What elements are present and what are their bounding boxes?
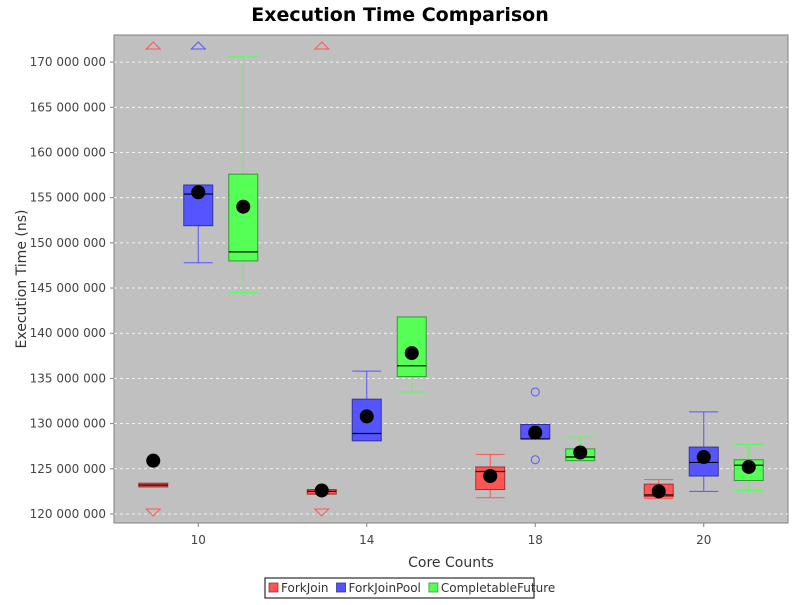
x-axis: 10 14 18 20 [191,523,711,547]
legend-swatch [268,582,279,593]
x-axis-label: Core Counts [408,555,494,571]
x-tick-label: 20 [696,533,711,547]
mean-marker [236,199,251,214]
mean-marker [483,469,498,484]
box-ForkJoin-14 [306,41,337,517]
y-tick-label: 130 000 000 [30,417,106,431]
y-axis: 120 000 000 125 000 000 130 000 000 135 000… [30,55,114,521]
mean-marker [573,445,588,460]
x-tick-label: 10 [191,533,206,547]
mean-marker [191,185,206,200]
legend-swatch [336,582,346,593]
legend-label: ForkJoinPool [349,581,421,595]
mean-marker [651,484,666,499]
mean-marker [146,453,161,468]
x-tick-label: 18 [528,533,543,547]
outlier-point [530,455,540,465]
box-ForkJoinPool-20 [688,411,719,492]
far-out-high-marker [145,41,162,50]
far-out-low-marker [145,508,162,517]
y-tick-label: 135 000 000 [30,371,106,385]
far-out-high-marker [313,41,330,50]
far-out-low-marker [313,508,330,517]
box-CompletableFuture-10 [228,56,259,294]
box-CompletableFuture-18 [565,436,596,462]
box-CompletableFuture-14 [396,316,427,393]
box-CompletableFuture-20 [733,443,764,491]
box-ForkJoin-20 [643,479,674,500]
box-ForkJoin-10 [138,41,169,517]
box-ForkJoinPool-10 [183,41,214,264]
mean-marker [741,459,756,474]
legend-label: ForkJoin [281,581,329,595]
y-tick-label: 120 000 000 [30,507,106,521]
legend-label: CompletableFuture [441,581,555,595]
legend-swatch [428,582,439,593]
mean-marker [404,346,419,361]
y-tick-label: 155 000 000 [30,191,106,205]
y-tick-label: 170 000 000 [30,55,106,69]
y-tick-label: 140 000 000 [30,326,106,340]
y-tick-label: 165 000 000 [30,100,106,114]
far-out-high-marker [190,41,207,50]
mean-marker [359,409,374,424]
box-ForkJoinPool-14 [351,370,382,442]
y-axis-label: Execution Time (ns) [14,210,30,349]
y-tick-label: 125 000 000 [30,462,106,476]
box-ForkJoinPool-18 [520,387,551,465]
box-ForkJoin-18 [475,453,506,499]
mean-marker [528,425,543,440]
outlier-point [530,387,540,397]
legend-frame [264,577,535,599]
x-tick-label: 14 [359,533,374,547]
grid-lines [114,61,788,515]
mean-marker [314,483,329,498]
box-marks [138,41,764,517]
plot-area [113,34,789,524]
y-tick-label: 145 000 000 [30,281,106,295]
box-iqr [228,173,259,262]
mean-marker [696,450,711,465]
y-tick-label: 150 000 000 [30,236,106,250]
chart-title: Execution Time Comparison [251,4,548,26]
legend: ForkJoin ForkJoinPool CompletableFuture [264,577,555,599]
y-tick-label: 160 000 000 [30,145,106,159]
